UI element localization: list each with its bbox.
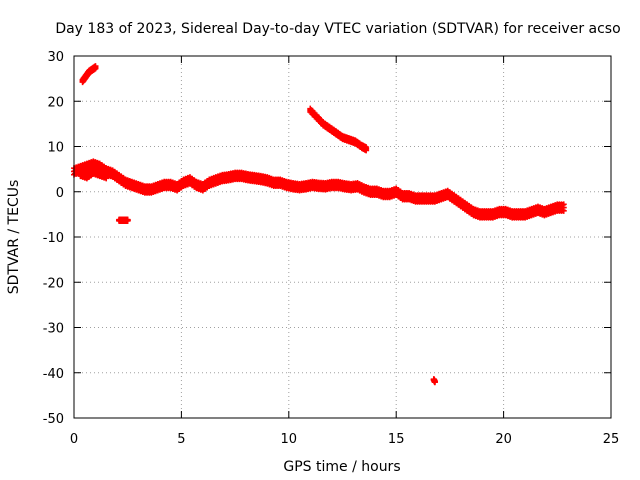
x-tick-label: 10	[281, 432, 298, 447]
data-layer	[71, 63, 567, 386]
data-point	[124, 216, 131, 223]
chart-title: Day 183 of 2023, Sidereal Day-to-day VTE…	[55, 21, 620, 37]
tick-layer: 0 5 10 15 20 25 -50 -40 -30 -20 -10 0 10 20 30	[43, 50, 620, 447]
data-point	[560, 201, 567, 208]
x-tick-label: 0	[70, 432, 78, 447]
series-early-high-segment	[79, 63, 99, 86]
y-tick-label: -30	[43, 322, 64, 337]
series-upper-arc	[307, 105, 370, 154]
y-tick-label: -40	[43, 367, 64, 382]
grid-layer	[74, 56, 611, 418]
x-tick-label: 20	[495, 432, 512, 447]
series-main-trace	[71, 158, 567, 221]
y-axis-label: SDTVAR / TECUs	[6, 180, 22, 295]
series-lower-cluster	[77, 165, 110, 182]
data-point	[363, 144, 370, 151]
y-tick-label: 0	[56, 186, 64, 201]
data-point	[431, 378, 438, 385]
data-point	[92, 63, 99, 70]
x-tick-label: 25	[603, 432, 620, 447]
x-tick-label: 15	[388, 432, 405, 447]
y-tick-label: 30	[47, 50, 64, 65]
y-tick-label: 20	[47, 95, 64, 110]
series-outlier-near--42	[430, 376, 438, 386]
y-tick-label: 10	[47, 141, 64, 156]
y-tick-label: -20	[43, 276, 64, 291]
x-tick-label: 5	[177, 432, 185, 447]
y-tick-label: -10	[43, 231, 64, 246]
x-axis-label: GPS time / hours	[283, 459, 400, 475]
data-point	[103, 170, 110, 177]
y-tick-label: -50	[43, 412, 64, 427]
series-isolated-near--6	[116, 216, 131, 224]
